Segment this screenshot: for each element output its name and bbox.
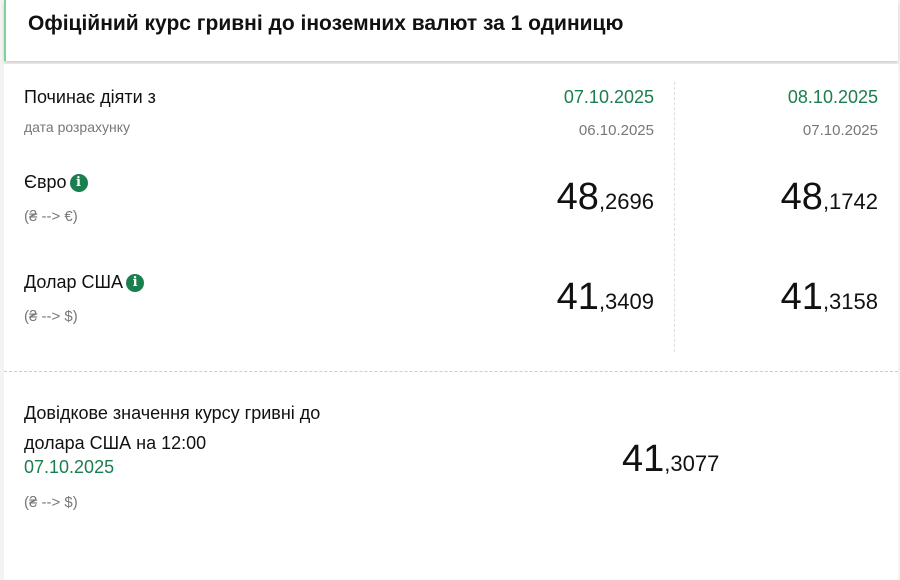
page-title: Офіційний курс гривні до іноземних валют… xyxy=(28,12,624,35)
currency-eur: Євро i xyxy=(24,172,88,193)
effective-label: Починає діяти з xyxy=(24,87,156,107)
currency-pair: (₴ --> €) xyxy=(24,208,78,225)
rates-card: Починає діяти з дата розрахунку Євро i (₴… xyxy=(4,64,898,580)
section-divider xyxy=(4,371,898,372)
page-header: Офіційний курс гривні до іноземних валют… xyxy=(4,0,898,61)
reference-title: Довідкове значення курсу гривні до долар… xyxy=(24,403,321,453)
effective-date: 08.10.2025 xyxy=(787,87,878,107)
eur-rate: 48,1742 xyxy=(780,176,878,218)
currency-pair: (₴ --> $) xyxy=(24,308,78,325)
currency-name: Євро xyxy=(24,172,67,192)
info-icon[interactable]: i xyxy=(126,274,145,292)
eur-rate: 48,2696 xyxy=(556,176,654,218)
usd-rate: 41,3158 xyxy=(780,276,878,318)
info-icon[interactable]: i xyxy=(69,174,88,192)
reference-rate: 41,3077 xyxy=(622,438,720,480)
currency-name: Долар США xyxy=(24,272,124,292)
reference-pair: (₴ --> $) xyxy=(24,494,78,511)
calc-date: 07.10.2025 xyxy=(802,122,878,139)
reference-date: 07.10.2025 xyxy=(24,457,115,477)
calc-label: дата розрахунку xyxy=(24,119,130,135)
calc-date: 06.10.2025 xyxy=(578,122,654,139)
column-divider xyxy=(674,82,675,352)
currency-usd: Долар США i xyxy=(24,272,145,293)
usd-rate: 41,3409 xyxy=(556,276,654,318)
effective-date: 07.10.2025 xyxy=(563,87,654,107)
